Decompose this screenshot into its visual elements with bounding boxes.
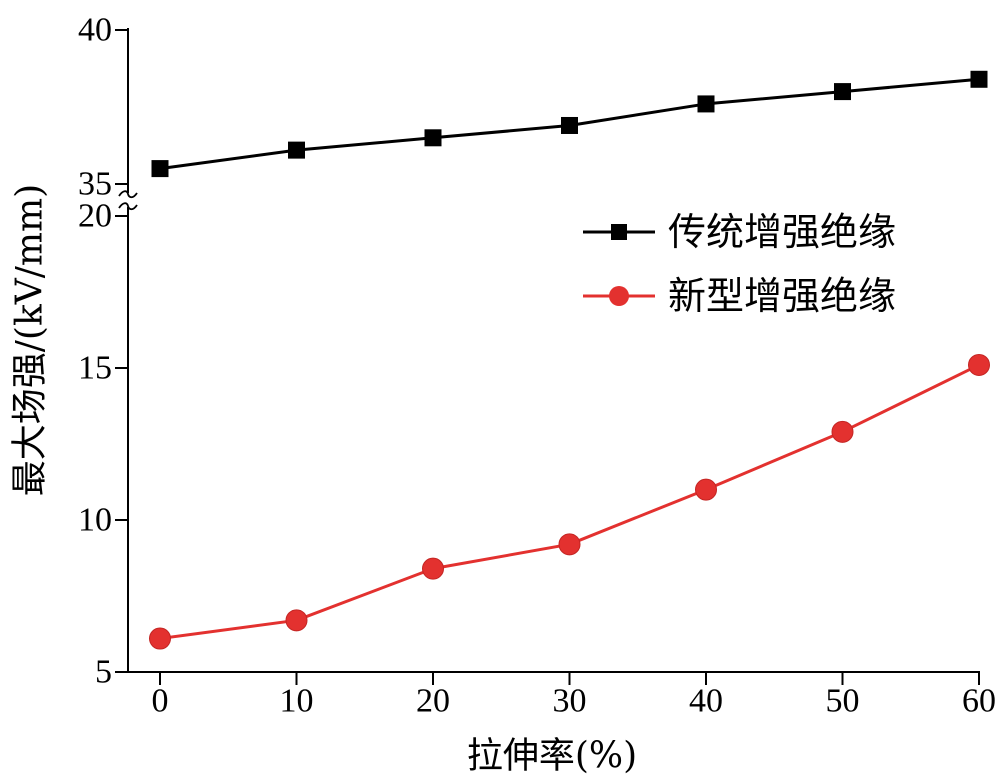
x-tick-label-10: 10: [280, 683, 314, 720]
data-point-series-0-x50: [834, 83, 851, 101]
data-point-series-0-x10: [288, 141, 305, 159]
x-tick-label-20: 20: [416, 683, 450, 720]
axes: [118, 28, 980, 673]
x-tick-label-30: 30: [553, 683, 587, 720]
series-line-1: [159, 363, 980, 641]
data-point-series-0-x40: [697, 95, 715, 113]
legend-square-marker: [611, 224, 627, 240]
legend-label-series-1: 新型增强绝缘: [668, 274, 896, 318]
y-ticks: 35 40 5 10 15 20: [78, 12, 128, 691]
x-tick-label-60: 60: [962, 683, 996, 720]
legend-circle-marker: [609, 286, 629, 306]
series-layer: [149, 70, 990, 650]
data-point-series-1-x40: [695, 478, 717, 501]
legend-label-series-0: 传统增强绝缘: [668, 210, 896, 254]
axis-break-mark-upper: [118, 190, 138, 199]
x-tick-label-50: 50: [826, 683, 860, 720]
x-tick-label-40: 40: [689, 683, 723, 720]
data-point-series-1-x10: [285, 609, 308, 632]
x-axis-label: 拉伸率(%): [467, 736, 637, 777]
data-point-series-1-x20: [422, 557, 444, 580]
y-tick-label-lower-10: 10: [78, 502, 112, 539]
data-point-series-0-x20: [424, 129, 442, 147]
data-point-series-1-x50: [831, 420, 854, 443]
data-point-series-1-x0: [149, 627, 171, 650]
y-tick-label-lower-5: 5: [95, 654, 112, 691]
data-point-series-0-x60: [970, 70, 988, 88]
axis-break-mark-lower: [118, 202, 138, 211]
data-point-series-0-x0: [151, 160, 169, 178]
y-tick-label-upper-40: 40: [78, 12, 112, 49]
x-tick-label-0: 0: [152, 683, 169, 720]
data-point-series-1-x60: [968, 353, 990, 376]
x-ticks: 0 10 20 30 40 50 60: [152, 672, 996, 720]
y-tick-label-upper-35: 35: [78, 166, 112, 203]
y-tick-label-lower-15: 15: [78, 350, 112, 387]
y-tick-label-lower-20: 20: [78, 198, 112, 235]
data-point-series-1-x30: [558, 533, 581, 556]
legend: 传统增强绝缘 新型增强绝缘: [583, 210, 896, 318]
legend-item-series-1: 新型增强绝缘: [583, 274, 896, 318]
data-point-series-0-x30: [561, 116, 578, 134]
y-axis-label: 最大场强/(kV/mm): [10, 184, 51, 496]
legend-item-series-0: 传统增强绝缘: [583, 210, 896, 254]
